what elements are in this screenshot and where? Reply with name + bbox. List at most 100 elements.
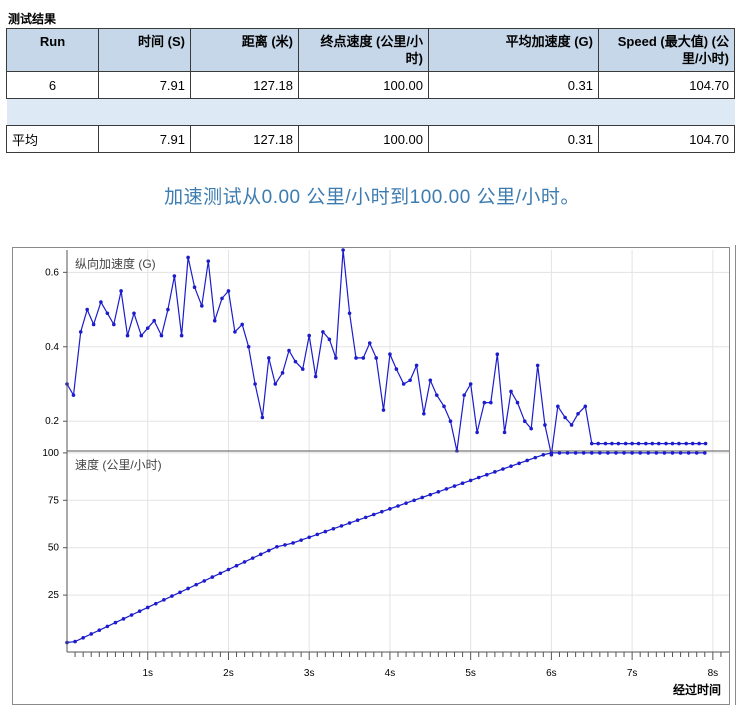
accel-data-point bbox=[583, 404, 588, 409]
accel-data-point bbox=[300, 367, 305, 371]
x-tick-label: 5s bbox=[465, 668, 476, 679]
accel-data-point bbox=[630, 441, 634, 446]
accel-data-point bbox=[502, 430, 507, 435]
accel-data-point bbox=[280, 371, 285, 375]
accel-data-point bbox=[563, 415, 567, 420]
speed-data-point bbox=[485, 472, 489, 477]
x-tick-label: 2s bbox=[223, 668, 234, 679]
accel-data-point bbox=[442, 404, 446, 409]
speed-data-point bbox=[242, 560, 247, 564]
accel-data-point bbox=[603, 441, 608, 446]
accel-data-point bbox=[644, 441, 648, 446]
accel-data-point bbox=[347, 311, 352, 316]
cell-distance: 127.18 bbox=[190, 71, 299, 99]
accel-data-point bbox=[307, 333, 311, 338]
column-header-final-speed[interactable]: 终点速度 (公里/小时) bbox=[298, 28, 429, 72]
speed-data-point bbox=[509, 464, 513, 468]
accel-data-point bbox=[462, 393, 467, 397]
speed-data-point bbox=[178, 590, 182, 595]
accel-data-point bbox=[515, 400, 520, 405]
speed-data-point bbox=[493, 470, 497, 474]
speed-data-point bbox=[428, 492, 433, 497]
accel-data-point bbox=[159, 333, 164, 338]
accel-data-point bbox=[482, 400, 487, 405]
column-header-run[interactable]: Run bbox=[6, 28, 99, 72]
cell-average-label: 平均 bbox=[6, 125, 99, 153]
accel-data-point bbox=[119, 289, 123, 293]
accel-data-point bbox=[267, 356, 271, 360]
accel-data-point bbox=[179, 333, 184, 338]
speed-data-point bbox=[630, 451, 634, 455]
accel-data-point bbox=[684, 441, 689, 446]
speed-data-point bbox=[638, 451, 642, 455]
accel-data-point bbox=[354, 356, 358, 360]
speed-data-point bbox=[105, 624, 110, 629]
speed-data-point bbox=[339, 524, 344, 528]
acceleration-speed-chart[interactable]: 0.2 0.4 0.6 纵向加速度 (G) 25 50 75 100 速度 (公里/小时) 1s 2… bbox=[13, 248, 729, 704]
accel-data-point bbox=[703, 441, 708, 446]
speed-data-point bbox=[194, 582, 198, 587]
accel-data-point bbox=[623, 441, 628, 446]
speed-data-point bbox=[210, 575, 215, 579]
accel-data-point bbox=[206, 259, 211, 263]
accel-data-point bbox=[226, 289, 231, 293]
accel-data-point bbox=[260, 415, 265, 420]
accel-data-point bbox=[361, 356, 366, 360]
accel-data-point bbox=[139, 333, 144, 338]
accel-data-point bbox=[313, 374, 318, 379]
speed-data-point bbox=[267, 548, 271, 553]
accel-data-point bbox=[240, 322, 244, 327]
speed-data-point bbox=[654, 451, 659, 455]
accel-series-line bbox=[66, 249, 706, 455]
accel-data-point bbox=[616, 441, 621, 446]
column-header-max-speed[interactable]: Speed (最大值) (公里/小时) bbox=[598, 28, 735, 72]
speed-data-point bbox=[501, 467, 505, 471]
speed-data-point bbox=[371, 512, 376, 517]
x-tick-label: 4s bbox=[385, 668, 396, 679]
speed-data-point bbox=[525, 458, 529, 463]
table-row[interactable]: 6 7.91 127.18 100.00 0.31 104.70 bbox=[6, 71, 735, 99]
accel-data-point bbox=[468, 382, 473, 386]
column-header-time[interactable]: 时间 (S) bbox=[98, 28, 191, 72]
speed-data-point bbox=[678, 451, 683, 455]
speed-data-point bbox=[662, 451, 667, 455]
speed-data-point bbox=[388, 507, 392, 511]
accel-data-point bbox=[677, 441, 681, 446]
speed-data-point bbox=[258, 552, 263, 557]
speed-data-point bbox=[275, 544, 279, 549]
accel-data-point bbox=[422, 411, 426, 416]
column-header-avg-accel[interactable]: 平均加速度 (G) bbox=[428, 28, 599, 72]
speed-plot-title: 速度 (公里/小时) bbox=[75, 457, 162, 472]
accel-data-point bbox=[428, 378, 433, 383]
speed-data-point bbox=[299, 538, 303, 542]
accel-data-point bbox=[448, 419, 453, 424]
speed-data-point bbox=[541, 452, 546, 457]
accel-data-point bbox=[401, 382, 406, 386]
x-tick-label: 6s bbox=[546, 668, 557, 679]
speed-data-point bbox=[81, 635, 85, 640]
speed-data-point bbox=[452, 484, 457, 488]
separator-cell bbox=[598, 98, 735, 126]
speed-data-point bbox=[549, 451, 554, 455]
speed-data-point bbox=[145, 605, 150, 610]
cell-max-speed: 104.70 bbox=[598, 71, 735, 99]
speed-data-point bbox=[646, 451, 651, 455]
x-tick-label: 8s bbox=[708, 668, 719, 679]
accel-data-point bbox=[71, 393, 76, 397]
accel-data-point bbox=[556, 404, 560, 409]
column-header-distance[interactable]: 距离 (米) bbox=[190, 28, 299, 72]
accel-data-point bbox=[341, 248, 345, 252]
cell-run: 6 bbox=[6, 71, 99, 99]
speed-data-point bbox=[468, 478, 473, 483]
speed-data-point bbox=[533, 455, 538, 460]
cell-avg-accel: 0.31 bbox=[428, 71, 599, 99]
table-average-row[interactable]: 平均 7.91 127.18 100.00 0.31 104.70 bbox=[6, 125, 735, 153]
separator-cell bbox=[298, 98, 429, 126]
separator-cell bbox=[6, 98, 99, 126]
speed-data-point bbox=[444, 487, 449, 491]
accel-data-point bbox=[610, 441, 614, 446]
accel-data-point bbox=[220, 296, 224, 301]
accel-data-point bbox=[91, 322, 96, 327]
y-tick-label: 0.2 bbox=[45, 416, 59, 427]
accel-data-point bbox=[287, 348, 291, 353]
